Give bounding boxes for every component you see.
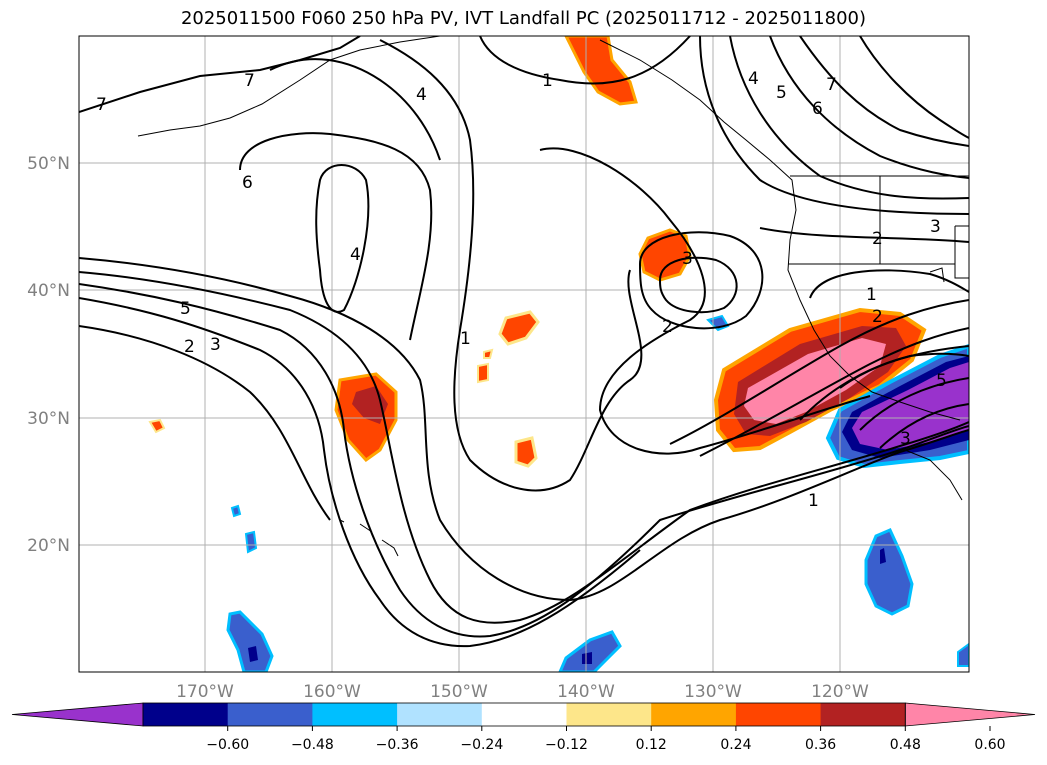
contour-label: 6 xyxy=(242,173,253,193)
contour-label: 5 xyxy=(180,299,191,319)
colorbar-tick-label: −0.60 xyxy=(206,737,249,753)
contour-label: 3 xyxy=(682,249,693,269)
contour-label: 1 xyxy=(542,71,553,91)
colorbar-border xyxy=(142,702,906,727)
contour-label: 7 xyxy=(96,95,107,115)
colorbar-tick-label: −0.36 xyxy=(376,737,419,753)
colorbar-cell xyxy=(227,703,313,726)
contour-labels: 7 7 6 4 1 4 5 6 7 4 1 3 2 3 2 1 2 5 3 2 … xyxy=(96,69,947,511)
contour-label: 4 xyxy=(350,245,361,265)
colorbar-tick-label: −0.24 xyxy=(460,737,503,753)
contour-label: 5 xyxy=(936,371,947,391)
contour-label: 1 xyxy=(460,329,471,349)
lon-label: 150°W xyxy=(430,682,488,702)
lon-label: 160°W xyxy=(303,682,361,702)
colorbar-cell xyxy=(312,703,398,726)
colorbar-tick-label: 0.36 xyxy=(805,737,836,753)
colorbar-cell xyxy=(820,703,906,726)
colorbar-cell xyxy=(904,702,1036,727)
contour-label: 2 xyxy=(872,307,883,327)
lon-label: 130°W xyxy=(684,682,742,702)
colorbar-cell xyxy=(651,703,737,726)
colorbar-cell xyxy=(11,702,144,727)
contour-label: 1 xyxy=(808,491,819,511)
pv-contours xyxy=(79,36,969,648)
colorbar-tick-label: −0.12 xyxy=(545,737,588,753)
coastlines xyxy=(137,36,969,557)
contour-label: 3 xyxy=(900,429,911,449)
map-frame xyxy=(78,35,970,673)
lat-label: 30°N xyxy=(27,409,70,429)
pc-shading xyxy=(148,36,969,672)
longitude-labels: 170°W 160°W 150°W 140°W 130°W 120°W xyxy=(176,682,869,702)
colorbar-tick-label: 0.24 xyxy=(720,737,751,753)
latitude-labels: 50°N 40°N 30°N 20°N xyxy=(27,154,70,556)
contour-label: 7 xyxy=(826,75,837,95)
contour-label: 2 xyxy=(662,317,673,337)
contour-label: 7 xyxy=(244,71,255,91)
colorbar-cell xyxy=(397,703,483,726)
colorbar-tick-label: −0.48 xyxy=(291,737,334,753)
contour-label: 4 xyxy=(748,69,759,89)
lat-label: 20°N xyxy=(27,536,70,556)
contour-label: 4 xyxy=(416,85,427,105)
lat-label: 50°N xyxy=(27,154,70,174)
lon-label: 170°W xyxy=(176,682,234,702)
lon-label: 120°W xyxy=(811,682,869,702)
colorbar-cell xyxy=(481,703,567,726)
map-title: 2025011500 F060 250 hPa PV, IVT Landfall… xyxy=(180,8,867,29)
colorbar: −0.60 −0.48 −0.36 −0.24 −0.12 0.12 0.24 0.36 0.4… xyxy=(11,702,1036,753)
colorbar-cell xyxy=(566,703,652,726)
contour-label: 6 xyxy=(812,99,823,119)
colorbar-tick-label: 0.48 xyxy=(890,737,921,753)
colorbar-tick-label: 0.12 xyxy=(636,737,667,753)
contour-label: 3 xyxy=(930,217,941,237)
contour-label: 2 xyxy=(872,229,883,249)
contour-label: 3 xyxy=(210,335,221,355)
contour-label: 1 xyxy=(866,285,877,305)
colorbar-cell xyxy=(735,703,822,726)
lon-label: 140°W xyxy=(557,682,615,702)
gridlines xyxy=(79,36,969,672)
lat-label: 40°N xyxy=(27,281,70,301)
contour-label: 5 xyxy=(776,83,787,103)
colorbar-cell xyxy=(143,703,229,726)
contour-label: 2 xyxy=(184,337,195,357)
colorbar-tick-label: 0.60 xyxy=(974,737,1005,753)
